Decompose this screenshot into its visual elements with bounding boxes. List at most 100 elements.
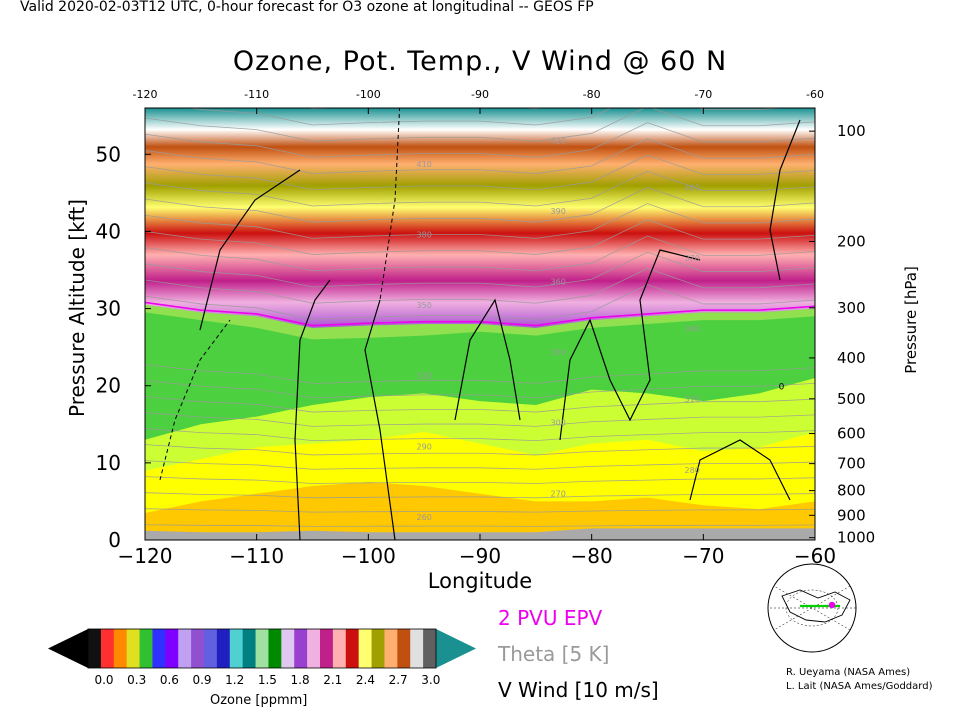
pressure-tick-label: 400 <box>837 349 866 367</box>
v-wind-contour <box>454 298 521 421</box>
legend-vwind: V Wind [10 m/s] <box>498 678 659 702</box>
colorbar-label: 2.1 <box>323 673 342 687</box>
x-top-tick-label: -80 <box>583 88 601 101</box>
x-tick-label: −100 <box>341 544 396 568</box>
colorbar-label: 1.8 <box>291 673 310 687</box>
pressure-tick-label: 300 <box>837 299 866 317</box>
y-tick-label: 20 <box>96 374 121 398</box>
colorbar-swatch <box>88 629 102 668</box>
theta-contour <box>145 268 815 304</box>
colorbar-label: 1.5 <box>258 673 277 687</box>
y-axis-label: Pressure Altitude [kft] <box>65 199 89 417</box>
theta-contour <box>145 122 815 158</box>
theta-contour <box>145 460 815 470</box>
v-wind-contour <box>769 119 801 281</box>
colorbar-swatch <box>345 629 360 668</box>
contour-overlays: 260 270 280 290 300 310 320 330 340 350 360 370 380 3… <box>145 108 815 540</box>
colorbar-title: Ozone [ppmm] <box>210 693 308 708</box>
theta-label: 400 <box>685 183 700 192</box>
x-top-tick-label: -110 <box>244 88 269 101</box>
valid-time-line: Valid 2020-02-03T12 UTC, 0-hour forecast… <box>20 0 594 15</box>
colorbar-swatch <box>204 629 218 668</box>
colorbar-frame <box>87 628 437 669</box>
legend-epv: 2 PVU EPV <box>498 606 603 630</box>
colorbar-swatch <box>126 629 141 668</box>
y-tick-label: 50 <box>96 142 121 166</box>
x-top-tick-label: -120 <box>133 88 158 101</box>
colorbar-swatch <box>268 629 282 668</box>
inset-globe-map <box>767 563 857 653</box>
theta-contour <box>145 251 815 288</box>
v-wind-contour <box>364 299 396 540</box>
colorbar-swatch <box>397 629 411 668</box>
credits: R. Ueyama (NASA Ames) L. Lait (NASA Ames… <box>786 666 932 694</box>
theta-label: 410 <box>417 160 432 169</box>
x-axis-label: Longitude <box>428 569 532 593</box>
pressure-tick-label: 600 <box>837 425 866 443</box>
colorbar-label: 1.2 <box>225 673 244 687</box>
x-top-tick-label: -100 <box>356 88 381 101</box>
colorbar-swatch <box>191 629 205 668</box>
theta-contour <box>145 428 815 442</box>
colorbar-high-cap <box>436 629 476 668</box>
theta-contour <box>145 364 815 384</box>
v-wind-contour <box>559 249 701 441</box>
theta-label: 310 <box>685 395 700 404</box>
colorbar-swatch <box>152 629 166 668</box>
theta-label: 290 <box>417 442 432 451</box>
v-wind-contour <box>294 279 331 540</box>
y-tick-label: 40 <box>96 219 121 243</box>
theta-contour <box>145 412 815 427</box>
axes: −120 -120 −110 -110 −100 -100 −90 -90 −80 -80 −70 -… <box>65 88 920 593</box>
theta-label: 340 <box>685 325 700 334</box>
theta-contour <box>145 108 815 142</box>
colorbar-swatch <box>229 629 244 668</box>
legend-theta: Theta [5 K] <box>498 642 610 666</box>
colorbar-label: 3.0 <box>421 673 440 687</box>
epv-2pvu-line <box>145 301 815 327</box>
x-top-tick-label: -70 <box>694 88 712 101</box>
colorbar-label: 0.0 <box>94 673 113 687</box>
colorbar-label: 2.4 <box>356 673 375 687</box>
theta-contour <box>145 284 815 320</box>
colorbar-swatch <box>165 629 179 668</box>
theta-label: 350 <box>417 301 432 310</box>
colorbar-swatch <box>113 629 128 668</box>
theta-contour <box>145 476 815 484</box>
vwind-zero-label: 0 <box>779 383 785 393</box>
x-tick-label: −80 <box>571 544 613 568</box>
theta-contour <box>145 524 815 527</box>
x-tick-label: −90 <box>459 544 501 568</box>
colorbar-swatch <box>178 629 192 668</box>
credit-line-2: L. Lait (NASA Ames/Goddard) <box>786 681 933 692</box>
pressure-tick-label: 100 <box>837 122 866 140</box>
theta-contour <box>145 187 815 223</box>
x-top-tick-label: -60 <box>806 88 824 101</box>
pressure-tick-label: 500 <box>837 390 866 408</box>
colorbar-swatch <box>281 629 295 668</box>
inset-latitude-circle <box>785 589 839 627</box>
colorbar-label: 0.6 <box>160 673 179 687</box>
ozone-field <box>145 108 815 540</box>
pressure-tick-label: 700 <box>837 455 866 473</box>
colorbar-swatch <box>139 629 153 668</box>
theta-label: 280 <box>685 466 700 475</box>
theta-label: 420 <box>551 136 566 145</box>
x-tick-label: −110 <box>229 544 284 568</box>
theta-contour <box>145 219 815 255</box>
y-tick-label: 10 <box>96 451 121 475</box>
pressure-tick-label: 800 <box>837 482 866 500</box>
colorbar-label: 2.7 <box>389 673 408 687</box>
theta-contour <box>145 396 815 413</box>
colorbar-low-cap <box>48 629 88 668</box>
theta-label: 320 <box>417 372 432 381</box>
colorbar-swatch <box>255 629 269 668</box>
pressure-tick-label: 1000 <box>837 529 875 547</box>
colorbar-swatch <box>384 629 398 668</box>
colorbar-label: 0.3 <box>127 673 146 687</box>
colorbar-swatch <box>371 629 385 668</box>
colorbar-swatch <box>242 629 257 668</box>
theta-contour <box>145 444 815 456</box>
v-wind-contour <box>689 439 791 501</box>
v-wind-contour-negative <box>379 108 401 301</box>
